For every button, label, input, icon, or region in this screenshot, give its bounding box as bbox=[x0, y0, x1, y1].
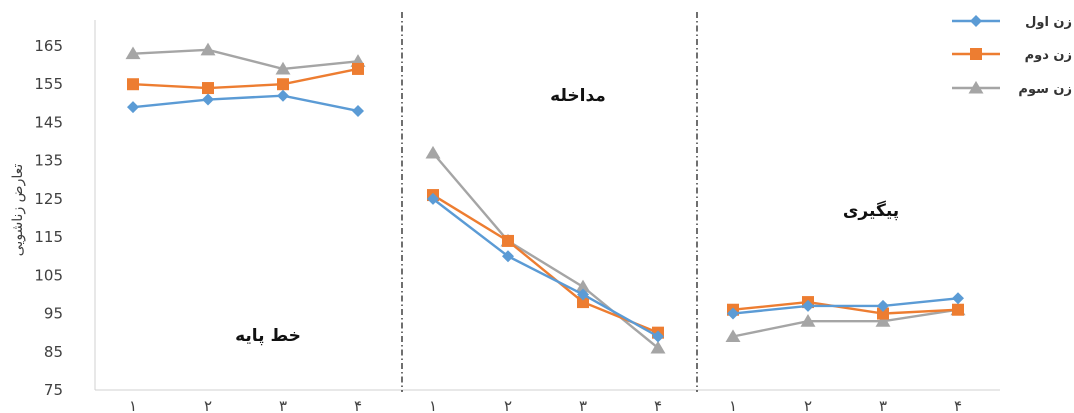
y-tick-label: 125 bbox=[34, 190, 63, 208]
phase-label: مداخله bbox=[550, 86, 606, 106]
data-point bbox=[575, 279, 591, 293]
data-point bbox=[727, 307, 739, 320]
data-point bbox=[802, 299, 814, 312]
data-point bbox=[800, 314, 816, 327]
series-line bbox=[132, 67, 359, 90]
data-point bbox=[200, 42, 216, 56]
legend-item: زن دوم bbox=[952, 48, 1072, 63]
x-tick-label: ۳ bbox=[579, 397, 587, 413]
data-point bbox=[277, 78, 289, 91]
data-point bbox=[502, 250, 514, 263]
x-tick-label: ۲ bbox=[204, 397, 212, 413]
y-tick-label: 155 bbox=[34, 75, 63, 93]
series-line bbox=[132, 94, 359, 113]
data-point bbox=[125, 46, 141, 60]
y-tick-label: 135 bbox=[34, 152, 63, 170]
data-point bbox=[877, 299, 889, 312]
legend-item: زن اول bbox=[952, 15, 1072, 30]
y-tick-label: 165 bbox=[34, 37, 63, 55]
legend-item: زن سوم bbox=[952, 80, 1072, 97]
data-point bbox=[877, 307, 889, 320]
y-tick-label: 105 bbox=[34, 266, 63, 284]
series-line bbox=[732, 308, 959, 338]
data-point bbox=[725, 329, 741, 343]
legend-marker bbox=[970, 15, 982, 27]
x-tick-label: ۲ bbox=[504, 397, 512, 413]
data-point bbox=[202, 93, 214, 106]
y-axis-label: تعارض زناشویی bbox=[10, 164, 26, 257]
data-point bbox=[352, 62, 364, 75]
data-point bbox=[277, 89, 289, 102]
series-line bbox=[432, 197, 659, 338]
y-tick-label: 95 bbox=[44, 305, 63, 323]
series-line bbox=[732, 300, 959, 315]
data-point bbox=[127, 101, 139, 114]
legend-label: زن سوم bbox=[1018, 82, 1072, 97]
x-tick-label: ۴ bbox=[954, 397, 962, 413]
x-tick-label: ۴ bbox=[654, 397, 662, 413]
y-tick-label: 85 bbox=[44, 343, 63, 361]
x-tick-label: ۳ bbox=[879, 397, 887, 413]
data-point bbox=[875, 314, 891, 327]
legend-marker bbox=[970, 48, 982, 60]
x-tick-label: ۴ bbox=[354, 397, 362, 413]
x-tick-label: ۱ bbox=[129, 397, 137, 413]
legend-marker bbox=[968, 80, 984, 94]
series-line bbox=[132, 48, 359, 71]
y-tick-label: 145 bbox=[34, 113, 63, 131]
series-line bbox=[432, 194, 659, 334]
data-point bbox=[577, 288, 589, 301]
phase-label: خط پایه bbox=[235, 326, 301, 346]
data-point bbox=[202, 82, 214, 95]
legend-label: زن دوم bbox=[1025, 48, 1072, 63]
legend-label: زن اول bbox=[1025, 15, 1072, 30]
series-line bbox=[732, 297, 959, 315]
data-point bbox=[652, 330, 664, 343]
y-tick-label: 115 bbox=[34, 228, 63, 246]
data-point bbox=[952, 303, 964, 316]
x-tick-label: ۳ bbox=[279, 397, 287, 413]
data-point bbox=[502, 234, 514, 247]
data-point bbox=[427, 192, 439, 205]
data-point bbox=[650, 340, 666, 354]
x-tick-label: ۱ bbox=[429, 397, 437, 413]
data-point bbox=[127, 78, 139, 91]
phase-label: پیگیری bbox=[843, 200, 899, 221]
data-point bbox=[425, 145, 441, 159]
data-point bbox=[352, 104, 364, 117]
data-point bbox=[275, 61, 291, 75]
data-point bbox=[577, 296, 589, 309]
data-point bbox=[952, 292, 964, 305]
x-tick-label: ۲ bbox=[804, 397, 812, 413]
y-tick-label: 75 bbox=[44, 381, 63, 399]
x-tick-label: ۱ bbox=[729, 397, 737, 413]
